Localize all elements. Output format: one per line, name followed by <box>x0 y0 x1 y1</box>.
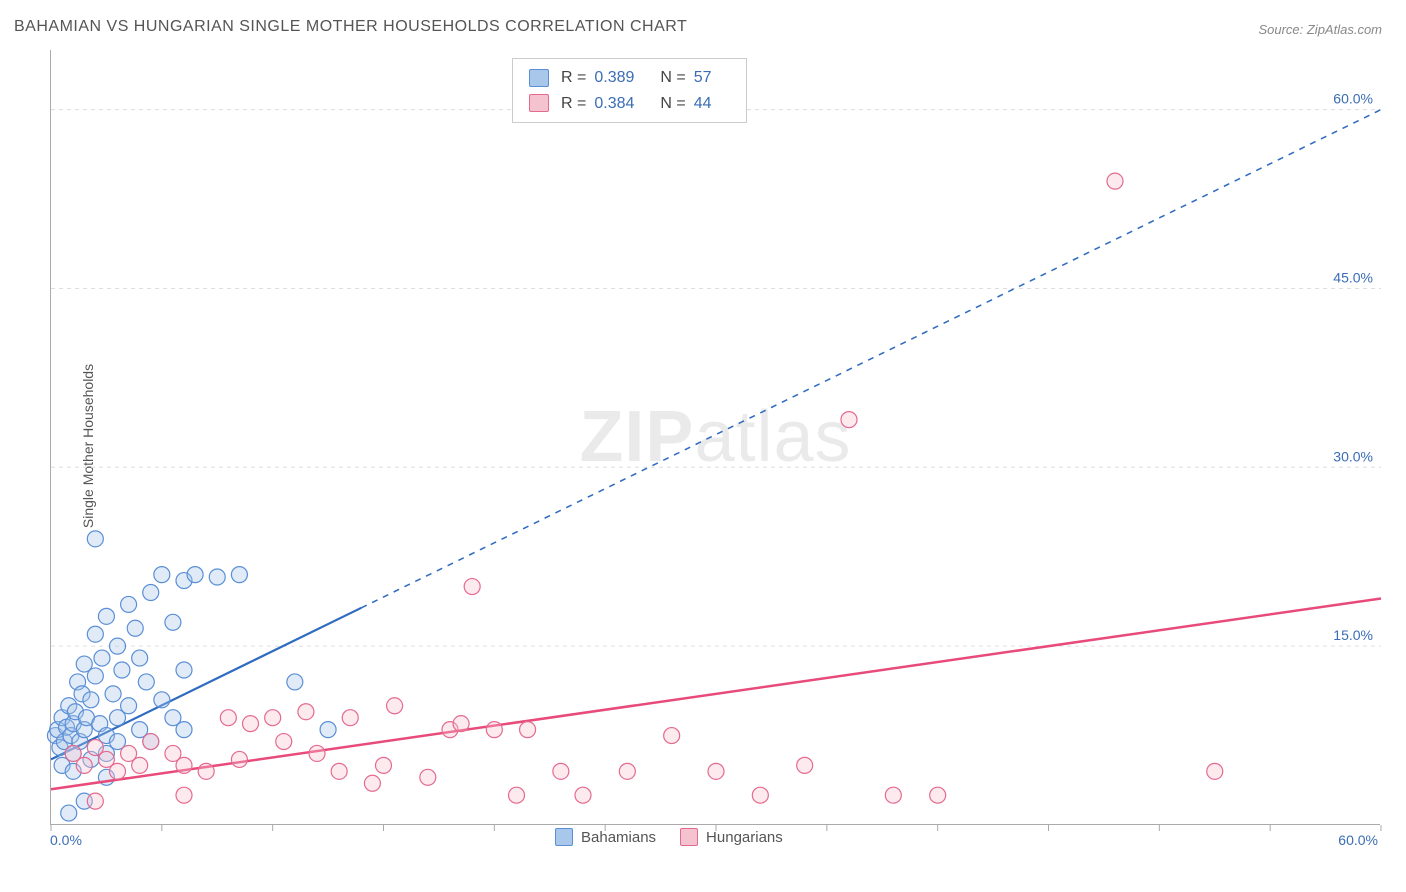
stats-row: R = 0.384 N = 44 <box>529 91 730 117</box>
data-point <box>520 722 536 738</box>
y-tick-label: 60.0% <box>1333 91 1373 107</box>
data-point <box>509 787 525 803</box>
data-point <box>176 787 192 803</box>
stats-box: R = 0.389 N = 57 R = 0.384 N = 44 <box>512 58 747 123</box>
data-point <box>176 722 192 738</box>
data-point <box>231 567 247 583</box>
data-point <box>176 662 192 678</box>
data-point <box>885 787 901 803</box>
data-point <box>87 626 103 642</box>
data-point <box>930 787 946 803</box>
data-point <box>127 620 143 636</box>
stat-n-value: 57 <box>694 65 712 91</box>
data-point <box>420 769 436 785</box>
data-point <box>265 710 281 726</box>
data-point <box>198 763 214 779</box>
source-attribution: Source: ZipAtlas.com <box>1258 22 1382 37</box>
stats-swatch <box>529 94 549 112</box>
data-point <box>387 698 403 714</box>
trend-line-dashed <box>361 110 1381 608</box>
data-point <box>87 531 103 547</box>
data-point <box>231 751 247 767</box>
legend-swatch <box>680 828 698 846</box>
data-point <box>298 704 314 720</box>
y-tick-label: 15.0% <box>1333 627 1373 643</box>
data-point <box>376 757 392 773</box>
data-point <box>83 692 99 708</box>
data-point <box>708 763 724 779</box>
data-point <box>464 579 480 595</box>
stats-row: R = 0.389 N = 57 <box>529 65 730 91</box>
stat-n-value: 44 <box>694 91 712 117</box>
data-point <box>752 787 768 803</box>
data-point <box>110 763 126 779</box>
data-point <box>132 650 148 666</box>
legend-item: Hungarians <box>680 828 783 846</box>
data-point <box>619 763 635 779</box>
data-point <box>143 734 159 750</box>
trend-line <box>51 598 1381 789</box>
data-point <box>138 674 154 690</box>
chart-svg: 15.0% 30.0% 45.0% 60.0% <box>51 50 1380 824</box>
data-point <box>841 412 857 428</box>
data-point <box>114 662 130 678</box>
data-point <box>553 763 569 779</box>
data-point <box>143 585 159 601</box>
stat-n-label: N = <box>660 91 685 117</box>
data-point <box>276 734 292 750</box>
data-point <box>176 757 192 773</box>
data-point <box>94 650 110 666</box>
data-point <box>331 763 347 779</box>
legend-swatch <box>555 828 573 846</box>
data-point <box>1207 763 1223 779</box>
chart-title: BAHAMIAN VS HUNGARIAN SINGLE MOTHER HOUS… <box>14 18 687 36</box>
data-point <box>342 710 358 726</box>
data-point <box>87 793 103 809</box>
data-point <box>287 674 303 690</box>
data-point <box>486 722 502 738</box>
legend-item: Bahamians <box>555 828 656 846</box>
data-point <box>110 638 126 654</box>
data-point <box>209 569 225 585</box>
data-point <box>664 728 680 744</box>
data-point <box>61 805 77 821</box>
data-point <box>797 757 813 773</box>
data-point <box>575 787 591 803</box>
data-point <box>220 710 236 726</box>
data-point <box>87 668 103 684</box>
data-point <box>154 692 170 708</box>
plot-area: ZIPatlas 15.0%30.0%45.0%60.0% <box>50 50 1380 825</box>
stat-n-label: N = <box>660 65 685 91</box>
data-point <box>132 757 148 773</box>
data-point <box>364 775 380 791</box>
data-point <box>121 596 137 612</box>
legend-label: Bahamians <box>581 829 656 846</box>
data-point <box>1107 173 1123 189</box>
data-point <box>76 757 92 773</box>
data-point <box>121 698 137 714</box>
stat-r-value: 0.384 <box>594 91 634 117</box>
data-point <box>453 716 469 732</box>
x-axis-max-label: 60.0% <box>1338 832 1378 848</box>
data-point <box>187 567 203 583</box>
data-point <box>105 686 121 702</box>
data-point <box>243 716 259 732</box>
legend-label: Hungarians <box>706 829 783 846</box>
data-point <box>154 567 170 583</box>
data-point <box>98 608 114 624</box>
x-axis-min-label: 0.0% <box>50 832 82 848</box>
y-tick-label: 30.0% <box>1333 448 1373 464</box>
y-tick-label: 45.0% <box>1333 269 1373 285</box>
legend: Bahamians Hungarians <box>555 828 783 846</box>
stats-swatch <box>529 69 549 87</box>
stat-r-label: R = <box>561 65 586 91</box>
data-point <box>165 614 181 630</box>
data-point <box>309 745 325 761</box>
stat-r-value: 0.389 <box>594 65 634 91</box>
stat-r-label: R = <box>561 91 586 117</box>
data-point <box>320 722 336 738</box>
